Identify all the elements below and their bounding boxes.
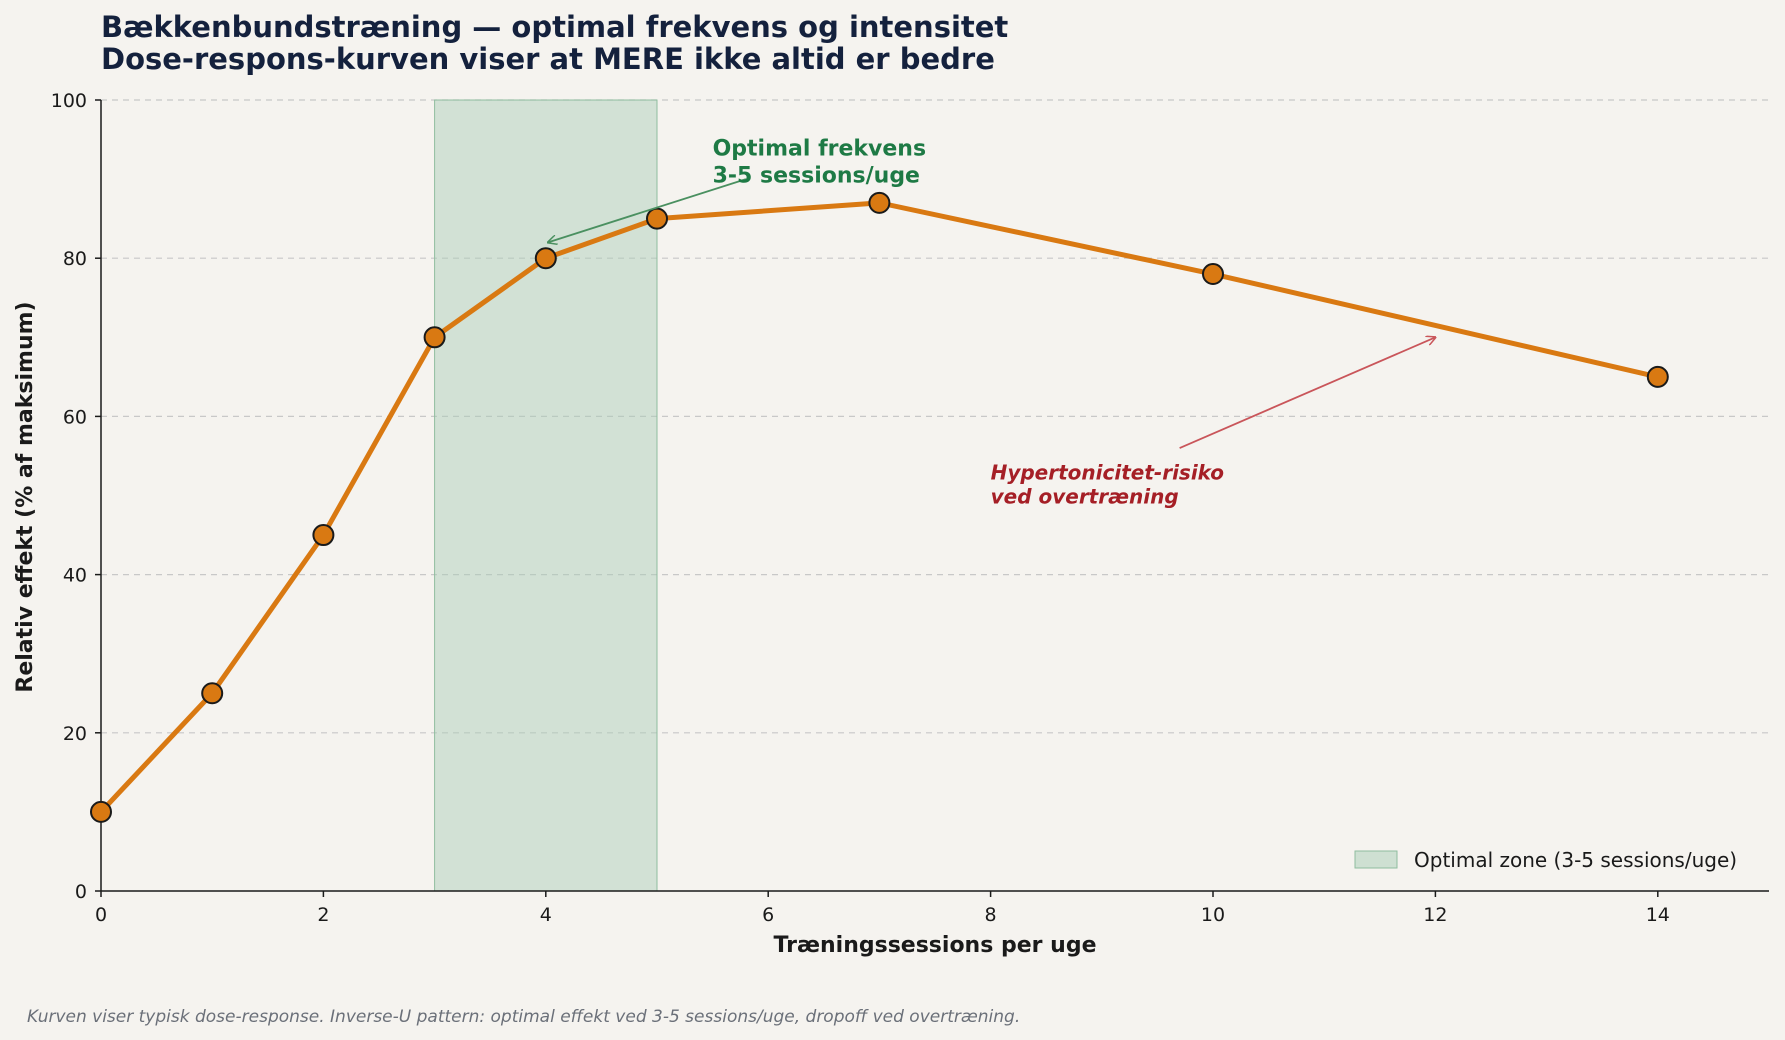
- footnote: Kurven viser typisk dose-response. Inver…: [27, 1007, 1020, 1027]
- annotation-text-1-line-0: Hypertonicitet-risiko: [991, 461, 1225, 485]
- data-point-x7: [868, 191, 891, 214]
- x-tick-label-14: 14: [1646, 904, 1670, 926]
- data-point-x0: [90, 800, 112, 823]
- annotation-arrow-0: [548, 178, 747, 242]
- data-point-x3: [423, 326, 446, 349]
- data-point-x10: [1202, 263, 1224, 286]
- legend-label-optimal-zone: Optimal zone (3-5 sessions/uge): [1414, 848, 1737, 872]
- axes: 0 20 40 60 80 100 0 2 4 6 8 10 12 14: [51, 90, 1769, 926]
- x-tick-label-12: 12: [1423, 904, 1447, 926]
- y-axis-label: Relativ effekt (% af maksimum): [13, 301, 38, 692]
- y-tick-label-40: 40: [63, 565, 87, 587]
- y-tick-label-0: 0: [75, 881, 87, 903]
- y-tick-label-80: 80: [63, 248, 87, 270]
- chart-title: Bækkenbundstræning — optimal frekvens og…: [101, 10, 1008, 44]
- data-point-x5: [646, 207, 668, 230]
- annotation-text-0-line-0: Optimal frekvens: [713, 136, 926, 161]
- chart-subtitle: Dose-respons-kurven viser at MERE ikke a…: [101, 42, 995, 76]
- legend-swatch-optimal-zone: [1354, 850, 1398, 869]
- y-tick-label-100: 100: [51, 90, 87, 112]
- annotation-arrow-1: [1179, 337, 1436, 449]
- data-point-x1: [201, 682, 224, 705]
- legend: Optimal zone (3-5 sessions/uge): [1354, 848, 1737, 872]
- y-tick-label-60: 60: [63, 406, 87, 428]
- annotation-text-1-line-1: ved overtræning: [991, 485, 1179, 509]
- x-tick-label-0: 0: [95, 904, 107, 926]
- x-tick-label-2: 2: [317, 904, 329, 926]
- data-point-x4: [534, 247, 557, 270]
- data-series: [90, 191, 1669, 823]
- grid-lines: [101, 99, 1769, 734]
- series-line-0: [98, 200, 1661, 815]
- data-point-x14: [1646, 365, 1669, 388]
- annotation-text-0-line-1: 3-5 sessions/uge: [713, 163, 920, 188]
- data-point-x2: [312, 524, 335, 547]
- x-tick-label-6: 6: [762, 904, 774, 926]
- y-tick-label-20: 20: [63, 723, 87, 745]
- x-tick-label-8: 8: [985, 904, 997, 926]
- x-tick-label-10: 10: [1201, 904, 1225, 926]
- x-tick-label-4: 4: [540, 904, 552, 926]
- x-axis-label: Træningssessions per uge: [774, 933, 1097, 958]
